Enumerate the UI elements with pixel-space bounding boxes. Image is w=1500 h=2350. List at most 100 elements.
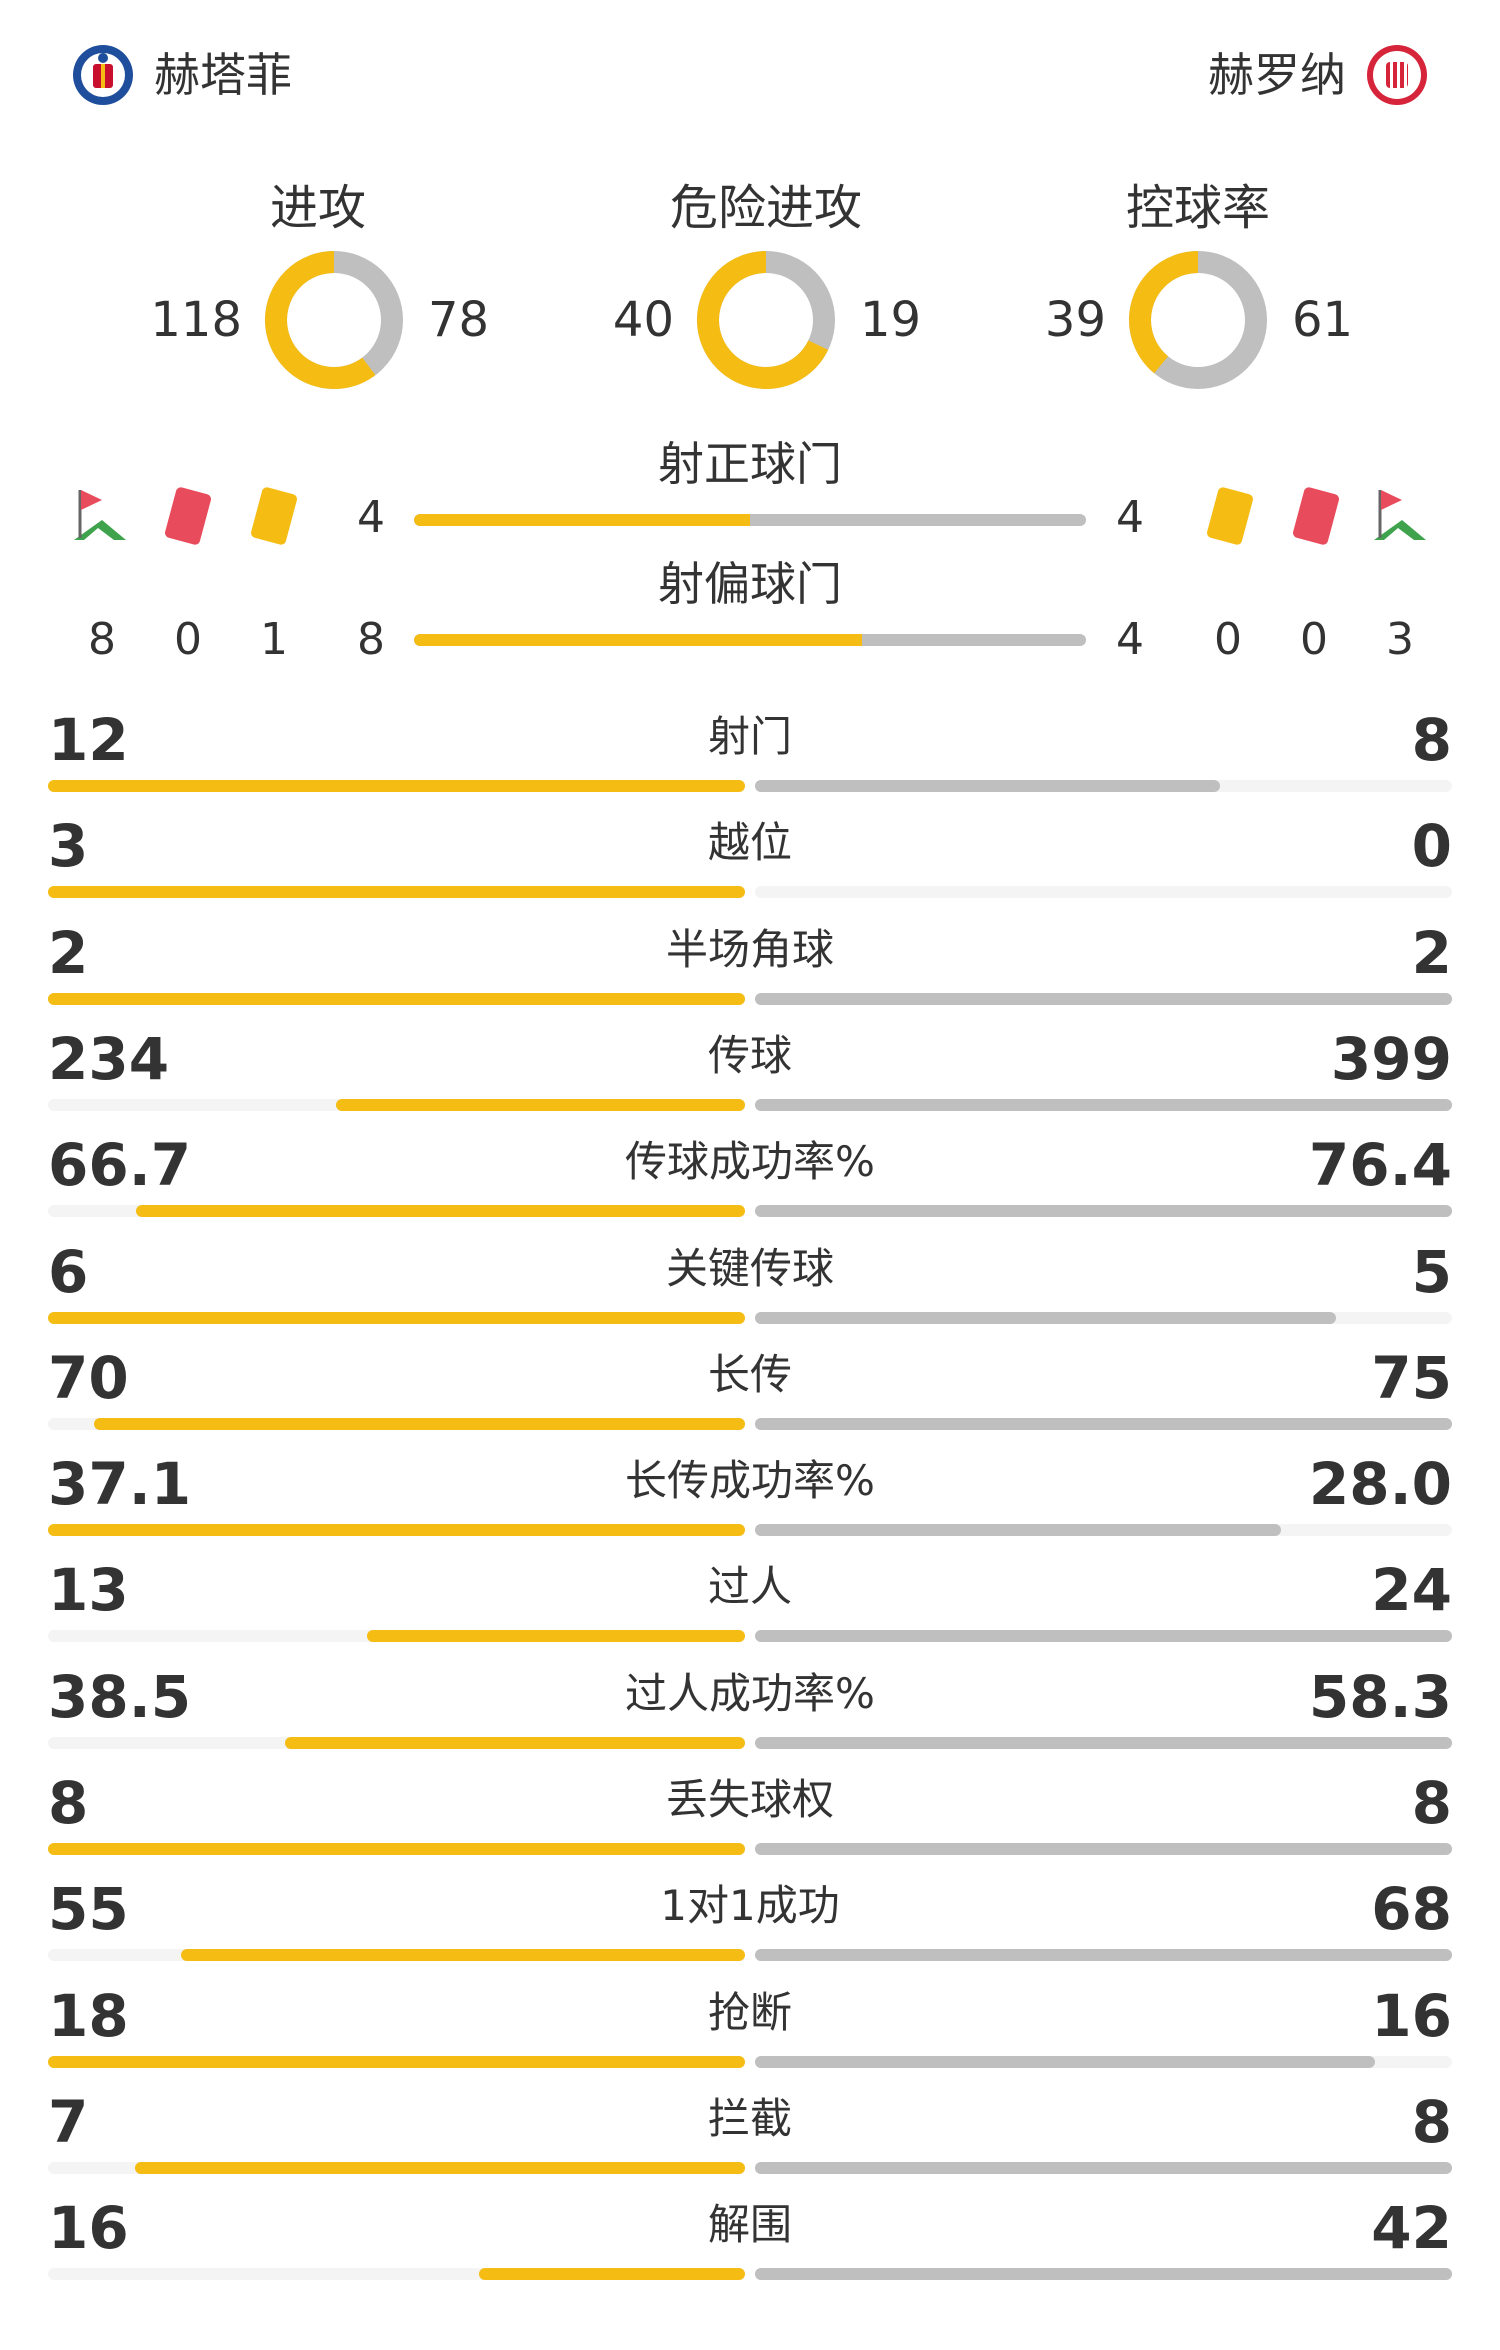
donut-home-arc xyxy=(697,251,835,389)
stat-label: 解围 xyxy=(707,2200,792,2250)
stat-bar-away xyxy=(755,1417,1452,1430)
stat-away-value: 0 xyxy=(1411,812,1452,881)
stat-bar-home xyxy=(48,886,745,899)
stat-home-value: 234 xyxy=(48,1024,170,1093)
attack-donut xyxy=(265,251,403,389)
stat-bar-home xyxy=(48,992,745,1005)
stat-bar-home xyxy=(136,1205,745,1218)
stat-bar-home xyxy=(94,1417,745,1430)
away-team-logo[interactable] xyxy=(1366,44,1428,106)
stat-home-value: 37.1 xyxy=(48,1450,192,1519)
home-red-cards: 0 xyxy=(174,614,202,665)
stat-bar-away xyxy=(755,1098,1452,1111)
yellow-card-icon xyxy=(1207,487,1253,545)
stat-bar-away xyxy=(755,1949,1452,1962)
away-team-name[interactable]: 赫罗纳 xyxy=(1208,48,1346,102)
stat-home-value: 55 xyxy=(48,1875,129,1944)
stat-row: 37.1 长传成功率% 28.0 xyxy=(0,1449,1500,1555)
stat-row: 8 丢失球权 8 xyxy=(0,1768,1500,1874)
away-red-cards: 0 xyxy=(1300,614,1328,665)
stat-row: 38.5 过人成功率% 58.3 xyxy=(0,1662,1500,1768)
shots-on-target-label: 射正球门 xyxy=(658,437,842,491)
stat-bar-away xyxy=(755,2055,1375,2068)
stat-bar-home xyxy=(48,2055,745,2068)
away-corners: 3 xyxy=(1386,614,1414,665)
shots-off-target-bar-home xyxy=(414,634,862,646)
stat-bar-home xyxy=(367,1630,745,1643)
stat-home-value: 2 xyxy=(48,918,89,987)
yellow-card-icon xyxy=(251,487,297,545)
stat-home-value: 8 xyxy=(48,1769,89,1837)
shots-off-target-bar xyxy=(414,634,1086,646)
stat-home-value: 7 xyxy=(48,2087,89,2156)
away-yellow-cards: 0 xyxy=(1214,614,1242,665)
stat-away-value: 76.4 xyxy=(1308,1131,1452,1200)
home-team-logo[interactable] xyxy=(72,44,134,106)
home-yellow-cards: 1 xyxy=(260,614,288,665)
stat-home-value: 70 xyxy=(48,1343,129,1412)
stat-label: 半场角球 xyxy=(665,924,834,974)
stat-away-value: 5 xyxy=(1411,1237,1452,1306)
stat-away-value: 16 xyxy=(1371,1981,1452,2050)
stat-bar-home xyxy=(48,1524,745,1537)
stat-bar-away xyxy=(755,1205,1452,1218)
stat-row: 12 射门 8 xyxy=(0,705,1500,811)
stat-row: 18 抢断 16 xyxy=(0,1981,1500,2087)
stat-bar-away xyxy=(755,1311,1336,1324)
stat-away-value: 8 xyxy=(1411,2087,1452,2156)
stat-home-value: 38.5 xyxy=(48,1662,192,1731)
stat-home-value: 3 xyxy=(48,812,89,881)
stat-home-value: 12 xyxy=(48,706,129,774)
stat-away-value: 2 xyxy=(1411,918,1452,987)
donut-home-value: 39 xyxy=(1044,292,1106,348)
stat-away-value: 8 xyxy=(1411,706,1452,774)
stat-track-away xyxy=(755,886,1452,899)
donut-title: 控球率 xyxy=(1125,180,1270,236)
stat-label: 拦截 xyxy=(707,2093,792,2143)
stat-bar-away xyxy=(755,2161,1452,2174)
stat-home-value: 16 xyxy=(48,2194,129,2263)
stat-bar-away xyxy=(755,1630,1452,1643)
stat-row: 13 过人 24 xyxy=(0,1555,1500,1661)
donut-away-value: 61 xyxy=(1292,292,1354,348)
corner-flag-icon xyxy=(1374,490,1426,540)
stat-label: 长传成功率% xyxy=(625,1456,875,1506)
home-shots-on-target: 4 xyxy=(357,492,385,543)
red-card-icon xyxy=(1293,487,1339,545)
stat-row: 234 传球 399 xyxy=(0,1024,1500,1130)
stat-bar-home xyxy=(284,1736,745,1749)
stat-away-value: 58.3 xyxy=(1308,1662,1452,1731)
stat-label: 传球 xyxy=(707,1030,792,1080)
stat-away-value: 399 xyxy=(1330,1024,1452,1093)
stat-label: 越位 xyxy=(707,818,792,868)
stat-away-value: 24 xyxy=(1371,1556,1452,1625)
stat-bar-home xyxy=(48,780,745,792)
stat-row: 3 越位 0 xyxy=(0,811,1500,917)
donut-home-value: 40 xyxy=(612,292,674,348)
stat-away-value: 28.0 xyxy=(1308,1450,1452,1519)
shots-on-target-bar xyxy=(414,514,1086,526)
stats-list: 12 射门 8 3 越位 0 2 半场角球 2 234 传球 399 66.7 传球成功率% 76.4 6 关键… xyxy=(0,705,1500,2305)
dangerous-attack-donut xyxy=(697,251,835,389)
stat-bar-away xyxy=(755,992,1452,1005)
stat-label: 过人 xyxy=(707,1562,792,1612)
donut-home-arc xyxy=(1129,251,1267,389)
away-shots-on-target: 4 xyxy=(1116,492,1144,543)
stat-label: 长传 xyxy=(707,1349,792,1399)
home-shots-off-target: 8 xyxy=(357,614,385,665)
stat-away-value: 42 xyxy=(1371,2194,1452,2263)
stat-away-value: 75 xyxy=(1371,1343,1452,1412)
home-corners: 8 xyxy=(88,614,116,665)
stat-row: 55 1对1成功 68 xyxy=(0,1874,1500,1980)
donut-section: 进攻 118 78 危险进攻 40 19 控球率 39 61 xyxy=(0,150,1500,410)
possession-donut xyxy=(1129,251,1267,389)
donut-home-arc xyxy=(265,251,403,389)
stat-row: 7 拦截 8 xyxy=(0,2087,1500,2193)
donut-away-value: 19 xyxy=(860,292,922,348)
donut-home-value: 118 xyxy=(150,292,242,348)
stat-bar-home xyxy=(479,2268,745,2281)
home-team-name[interactable]: 赫塔菲 xyxy=(154,48,292,102)
stat-bar-away xyxy=(755,780,1220,792)
red-card-icon xyxy=(165,487,211,545)
stat-away-value: 68 xyxy=(1371,1875,1452,1944)
